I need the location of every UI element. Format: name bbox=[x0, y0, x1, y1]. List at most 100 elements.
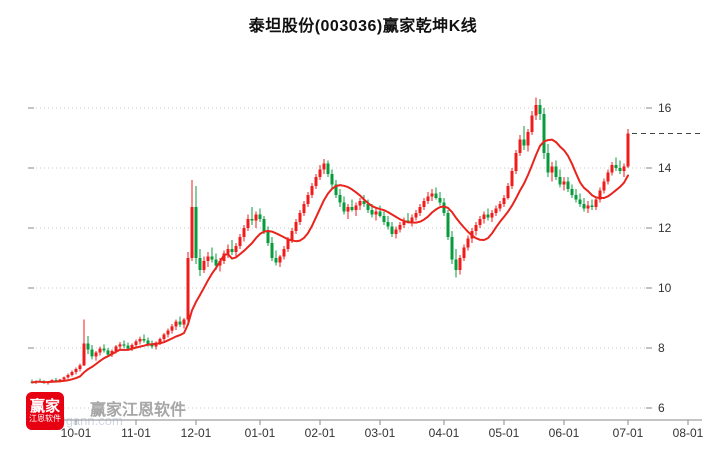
candle-down bbox=[442, 202, 446, 213]
candle-down bbox=[102, 348, 106, 351]
candle-down bbox=[618, 168, 622, 171]
candle-down bbox=[334, 184, 338, 195]
candle-up bbox=[358, 201, 362, 206]
candle-up bbox=[290, 231, 294, 240]
x-axis-label: 01-01 bbox=[245, 426, 276, 440]
candle-up bbox=[490, 213, 494, 218]
candle-down bbox=[326, 163, 330, 174]
brand-text: 赢家江恩软件 bbox=[90, 402, 187, 419]
candle-up bbox=[498, 204, 502, 209]
candle-down bbox=[198, 258, 202, 270]
brand-logo-icon: 赢家 江恩软件 bbox=[26, 392, 64, 430]
y-axis-label: 6 bbox=[658, 401, 665, 415]
candle-up bbox=[246, 219, 250, 228]
candle-down bbox=[342, 202, 346, 212]
x-axis-label: 11-01 bbox=[121, 426, 151, 440]
candle-up bbox=[354, 205, 358, 210]
brand-logo-text: 赢家 bbox=[29, 397, 60, 415]
candle-up bbox=[606, 172, 610, 182]
candle-up bbox=[394, 229, 398, 234]
chart-title: 泰坦股份(003036)赢家乾坤K线 bbox=[248, 18, 478, 35]
candle-down bbox=[590, 205, 594, 207]
candle-up bbox=[114, 346, 118, 351]
candle-down bbox=[546, 153, 550, 173]
candle-up bbox=[414, 213, 418, 218]
candle-up bbox=[622, 166, 626, 171]
candle-down bbox=[266, 231, 270, 243]
candle-up bbox=[282, 249, 286, 257]
candle-up bbox=[130, 345, 134, 349]
candle-down bbox=[538, 105, 542, 114]
candle-up bbox=[398, 225, 402, 230]
candle-up bbox=[62, 377, 66, 380]
candle-up bbox=[98, 348, 102, 353]
x-axis-label: 05-01 bbox=[489, 426, 520, 440]
candle-up bbox=[58, 379, 62, 381]
candle-up bbox=[138, 339, 142, 342]
candle-up bbox=[346, 207, 350, 212]
candle-down bbox=[210, 256, 214, 260]
candle-down bbox=[274, 258, 278, 263]
candle-up bbox=[526, 132, 530, 146]
candle-down bbox=[542, 114, 546, 153]
candles-group bbox=[30, 97, 630, 385]
candle-up bbox=[410, 217, 414, 222]
candle-up bbox=[182, 319, 186, 325]
candle-up bbox=[226, 249, 230, 254]
candle-up bbox=[286, 240, 290, 249]
candle-down bbox=[122, 344, 126, 346]
candle-up bbox=[626, 133, 630, 167]
candle-up bbox=[310, 186, 314, 195]
candle-up bbox=[430, 193, 434, 197]
candle-up bbox=[222, 253, 226, 261]
candle-down bbox=[126, 345, 130, 349]
candle-up bbox=[514, 153, 518, 171]
candle-down bbox=[142, 339, 146, 341]
candle-up bbox=[594, 199, 598, 207]
candle-down bbox=[366, 204, 370, 210]
brand-logo-subtext: 江恩软件 bbox=[29, 413, 61, 423]
candle-up bbox=[374, 211, 378, 215]
y-axis-label: 14 bbox=[658, 161, 672, 175]
candle-down bbox=[566, 181, 570, 189]
candle-down bbox=[578, 199, 582, 204]
candle-down bbox=[570, 189, 574, 195]
candle-up bbox=[474, 225, 478, 231]
candle-up bbox=[134, 341, 138, 345]
candle-up bbox=[70, 372, 74, 375]
candle-down bbox=[258, 214, 262, 219]
candle-up bbox=[506, 186, 510, 198]
candle-up bbox=[530, 115, 534, 132]
candle-up bbox=[206, 256, 210, 261]
candle-up bbox=[234, 246, 238, 252]
candle-up bbox=[74, 369, 78, 372]
candle-up bbox=[170, 326, 174, 331]
y-axis-label: 12 bbox=[658, 221, 672, 235]
candle-down bbox=[90, 349, 94, 357]
candle-down bbox=[446, 213, 450, 237]
candle-down bbox=[522, 139, 526, 146]
y-axis-label: 8 bbox=[658, 341, 665, 355]
candle-down bbox=[150, 344, 154, 347]
candle-up bbox=[298, 213, 302, 222]
candle-up bbox=[306, 195, 310, 204]
y-axis-label: 16 bbox=[658, 101, 672, 115]
x-axis-label: 07-01 bbox=[613, 426, 644, 440]
candle-up bbox=[238, 237, 242, 246]
candle-up bbox=[314, 177, 318, 186]
x-axis-label: 12-01 bbox=[181, 426, 212, 440]
candle-up bbox=[322, 163, 326, 170]
candle-up bbox=[162, 334, 166, 339]
candle-up bbox=[118, 344, 122, 347]
x-axis-label: 04-01 bbox=[429, 426, 460, 440]
candle-up bbox=[458, 258, 462, 270]
candle-up bbox=[478, 219, 482, 225]
candle-down bbox=[454, 259, 458, 270]
candle-up bbox=[586, 205, 590, 209]
watermark: 赢家 江恩软件 赢家江恩软件 bbox=[26, 392, 186, 430]
candle-up bbox=[158, 339, 162, 343]
candle-up bbox=[562, 181, 566, 185]
candle-down bbox=[390, 226, 394, 234]
